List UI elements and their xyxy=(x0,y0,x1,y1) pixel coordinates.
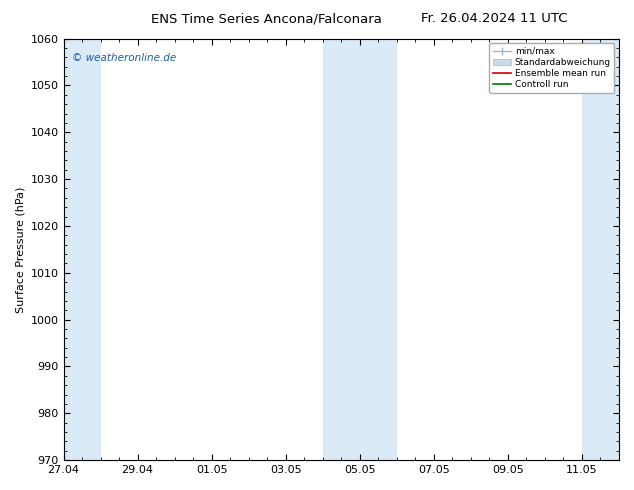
Bar xyxy=(63,39,101,460)
Text: ENS Time Series Ancona/Falconara: ENS Time Series Ancona/Falconara xyxy=(151,12,382,25)
Y-axis label: Surface Pressure (hPa): Surface Pressure (hPa) xyxy=(15,186,25,313)
Bar xyxy=(582,39,634,460)
Legend: min/max, Standardabweichung, Ensemble mean run, Controll run: min/max, Standardabweichung, Ensemble me… xyxy=(489,43,614,93)
Text: Fr. 26.04.2024 11 UTC: Fr. 26.04.2024 11 UTC xyxy=(421,12,568,25)
Text: © weatheronline.de: © weatheronline.de xyxy=(72,53,176,63)
Bar xyxy=(323,39,397,460)
